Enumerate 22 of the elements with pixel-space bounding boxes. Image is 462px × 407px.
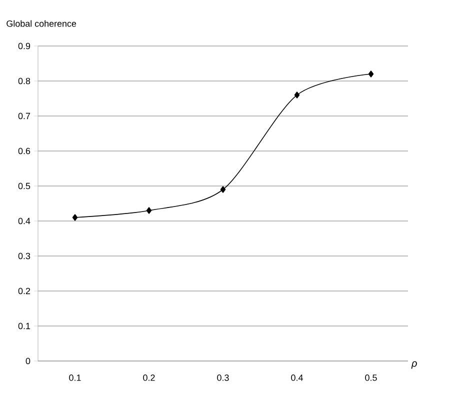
x-tick-label: 0.4: [291, 374, 303, 381]
y-tick-label: 0.9: [18, 42, 30, 50]
point: [294, 92, 300, 98]
y-tick-label: 0.6: [18, 148, 30, 154]
y-tick-label: 0.2: [18, 288, 30, 294]
x-tick-label: 0.3: [217, 374, 229, 381]
y-tick-label: 0.1: [18, 322, 30, 330]
x-axis-title: ρ: [411, 361, 417, 369]
y-axis-title: Global coherence: [6, 20, 76, 27]
y-tick-label: 0: [26, 358, 30, 364]
y-tick-label: 0.7: [18, 112, 30, 120]
x-tick-label: 0.2: [143, 374, 155, 381]
y-tick-label: 0.3: [18, 252, 30, 260]
y-tick-label: 0.4: [18, 218, 30, 224]
y-tick-label: 0.5: [18, 182, 30, 190]
point: [146, 207, 152, 214]
point: [72, 214, 78, 221]
y-tick-label: 0.8: [18, 78, 30, 84]
x-tick-label: 0.5: [365, 374, 377, 381]
x-tick-label: 0.1: [69, 374, 81, 381]
point: [368, 70, 374, 78]
point: [220, 186, 226, 193]
